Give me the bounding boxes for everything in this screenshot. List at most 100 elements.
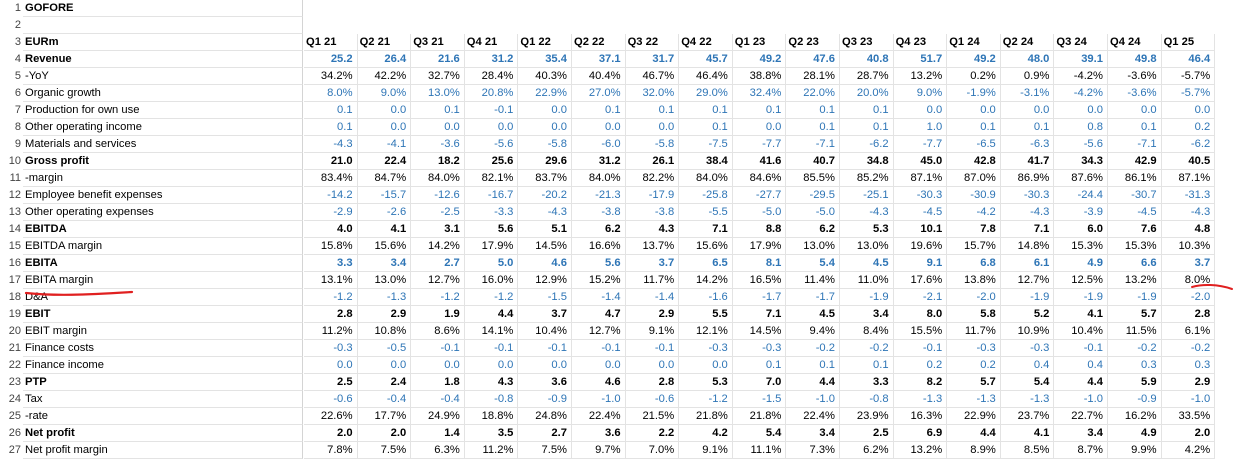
value-cell[interactable]: -1.4 <box>625 289 680 306</box>
value-cell[interactable]: 12.1% <box>679 323 733 340</box>
value-cell[interactable]: 16.6% <box>572 238 626 255</box>
quarter-header-cell[interactable]: Q3 23 <box>840 34 894 51</box>
value-cell[interactable]: 22.4% <box>786 408 840 425</box>
row-header[interactable]: 8 <box>14 121 21 133</box>
value-cell[interactable]: 3.3 <box>304 255 358 272</box>
value-cell[interactable]: 9.1% <box>625 323 680 340</box>
row-label-cell[interactable]: EBIT margin <box>23 323 303 340</box>
value-cell[interactable]: -0.8 <box>464 391 519 408</box>
value-cell[interactable]: 0.1 <box>679 102 733 119</box>
value-cell[interactable]: 8.0% <box>304 85 358 102</box>
value-cell[interactable]: 26.1 <box>625 153 680 170</box>
value-cell[interactable]: 0.3 <box>1161 357 1216 374</box>
value-cell[interactable]: 34.3 <box>1054 153 1108 170</box>
value-cell[interactable]: 15.2% <box>572 272 626 289</box>
quarter-header-cell[interactable]: Q3 24 <box>1054 34 1108 51</box>
value-cell[interactable]: 14.5% <box>518 238 572 255</box>
value-cell[interactable]: 3.3 <box>840 374 894 391</box>
value-cell[interactable]: 49.2 <box>732 51 787 68</box>
value-cell[interactable]: -3.6% <box>1108 85 1162 102</box>
value-cell[interactable]: 2.5 <box>840 425 894 442</box>
value-cell[interactable]: 4.9 <box>1108 425 1162 442</box>
value-cell[interactable]: 0.1 <box>304 102 358 119</box>
value-cell[interactable]: -0.3 <box>304 340 358 357</box>
value-cell[interactable]: 8.7% <box>1054 442 1108 459</box>
value-cell[interactable]: 13.0% <box>786 238 840 255</box>
value-cell[interactable]: -0.6 <box>304 391 358 408</box>
value-cell[interactable]: 38.4 <box>679 153 733 170</box>
value-cell[interactable]: 6.5 <box>679 255 733 272</box>
value-cell[interactable]: 29.6 <box>518 153 572 170</box>
quarter-header-cell[interactable]: Q1 21 <box>304 34 358 51</box>
value-cell[interactable]: 5.4 <box>786 255 840 272</box>
sheet-row-1[interactable]: 1 GOFORE <box>0 0 1233 17</box>
value-cell[interactable]: 4.5 <box>786 306 840 323</box>
value-cell[interactable]: 0.4 <box>1054 357 1108 374</box>
value-cell[interactable]: 10.8% <box>357 323 412 340</box>
sheet-row[interactable]: 27 Net profit margin 7.8% 7.5% 6.3% 11.2% 7.5%… <box>0 442 1233 459</box>
value-cell[interactable]: 5.7 <box>947 374 1001 391</box>
value-cell[interactable]: 11.7% <box>625 272 680 289</box>
row-header[interactable]: 23 <box>8 376 21 388</box>
value-cell[interactable]: 22.4 <box>357 153 412 170</box>
value-cell[interactable]: -0.9 <box>1108 391 1162 408</box>
value-cell[interactable]: 0.0 <box>625 357 680 374</box>
value-cell[interactable]: -2.1 <box>893 289 948 306</box>
value-cell[interactable]: 20.0% <box>840 85 894 102</box>
quarter-header-cell[interactable]: Q2 22 <box>572 34 626 51</box>
row-label-cell[interactable]: -YoY <box>23 68 303 85</box>
value-cell[interactable]: -6.3 <box>1000 136 1055 153</box>
value-cell[interactable]: 4.1 <box>357 221 412 238</box>
value-cell[interactable]: -3.1% <box>1000 85 1055 102</box>
value-cell[interactable]: 1.0 <box>893 119 948 136</box>
value-cell[interactable]: 22.6% <box>304 408 358 425</box>
value-cell[interactable]: 15.3% <box>1054 238 1108 255</box>
quarter-header-cell[interactable]: Q1 24 <box>947 34 1001 51</box>
value-cell[interactable]: 5.7 <box>1108 306 1162 323</box>
value-cell[interactable]: 7.3% <box>786 442 840 459</box>
value-cell[interactable]: 13.7% <box>625 238 680 255</box>
row-header[interactable]: 22 <box>8 359 21 371</box>
value-cell[interactable]: 2.9 <box>625 306 680 323</box>
value-cell[interactable]: -4.1 <box>357 136 412 153</box>
value-cell[interactable]: 0.0 <box>572 119 626 136</box>
value-cell[interactable]: 0.1 <box>786 102 840 119</box>
value-cell[interactable]: -30.3 <box>1000 187 1055 204</box>
value-cell[interactable]: 2.5 <box>304 374 358 391</box>
value-cell[interactable]: 0.1 <box>411 102 465 119</box>
value-cell[interactable]: -24.4 <box>1054 187 1108 204</box>
value-cell[interactable]: 4.6 <box>572 374 626 391</box>
value-cell[interactable]: 22.4% <box>572 408 626 425</box>
value-cell[interactable]: 5.1 <box>518 221 572 238</box>
value-cell[interactable]: -1.9 <box>840 289 894 306</box>
quarter-header-cell[interactable]: Q1 23 <box>732 34 787 51</box>
value-cell[interactable]: 33.5% <box>1161 408 1216 425</box>
value-cell[interactable]: 6.2% <box>840 442 894 459</box>
value-cell[interactable]: 21.0 <box>304 153 358 170</box>
row-label-cell[interactable]: EBITA <box>23 255 303 272</box>
value-cell[interactable]: -7.7 <box>893 136 948 153</box>
value-cell[interactable]: 87.1% <box>893 170 948 187</box>
value-cell[interactable]: 21.8% <box>679 408 733 425</box>
row-label-cell[interactable]: EBITDA margin <box>23 238 303 255</box>
value-cell[interactable]: -0.2 <box>1161 340 1216 357</box>
value-cell[interactable]: 2.9 <box>1161 374 1216 391</box>
value-cell[interactable]: 0.1 <box>732 357 787 374</box>
value-cell[interactable]: 5.3 <box>840 221 894 238</box>
sheet-row[interactable]: 14 EBITDA 4.0 4.1 3.1 5.6 5.1 6.2 4.3 7.1 8.8 6.2 5.… <box>0 221 1233 238</box>
value-cell[interactable]: -6.0 <box>572 136 626 153</box>
value-cell[interactable]: 4.7 <box>572 306 626 323</box>
value-cell[interactable]: -3.9 <box>1054 204 1108 221</box>
value-cell[interactable]: 0.0 <box>411 119 465 136</box>
value-cell[interactable]: -0.2 <box>840 340 894 357</box>
value-cell[interactable]: 4.4 <box>947 425 1001 442</box>
value-cell[interactable]: 17.7% <box>357 408 412 425</box>
value-cell[interactable]: 8.5% <box>1000 442 1055 459</box>
sheet-row[interactable]: 20 EBIT margin 11.2% 10.8% 8.6% 14.1% 10.4% 12.… <box>0 323 1233 340</box>
row-header[interactable]: 27 <box>8 444 21 456</box>
value-cell[interactable]: -3.8 <box>572 204 626 221</box>
value-cell[interactable]: 9.1% <box>679 442 733 459</box>
value-cell[interactable]: 19.6% <box>893 238 948 255</box>
value-cell[interactable]: 15.6% <box>357 238 412 255</box>
row-header[interactable]: 2 <box>14 19 21 31</box>
